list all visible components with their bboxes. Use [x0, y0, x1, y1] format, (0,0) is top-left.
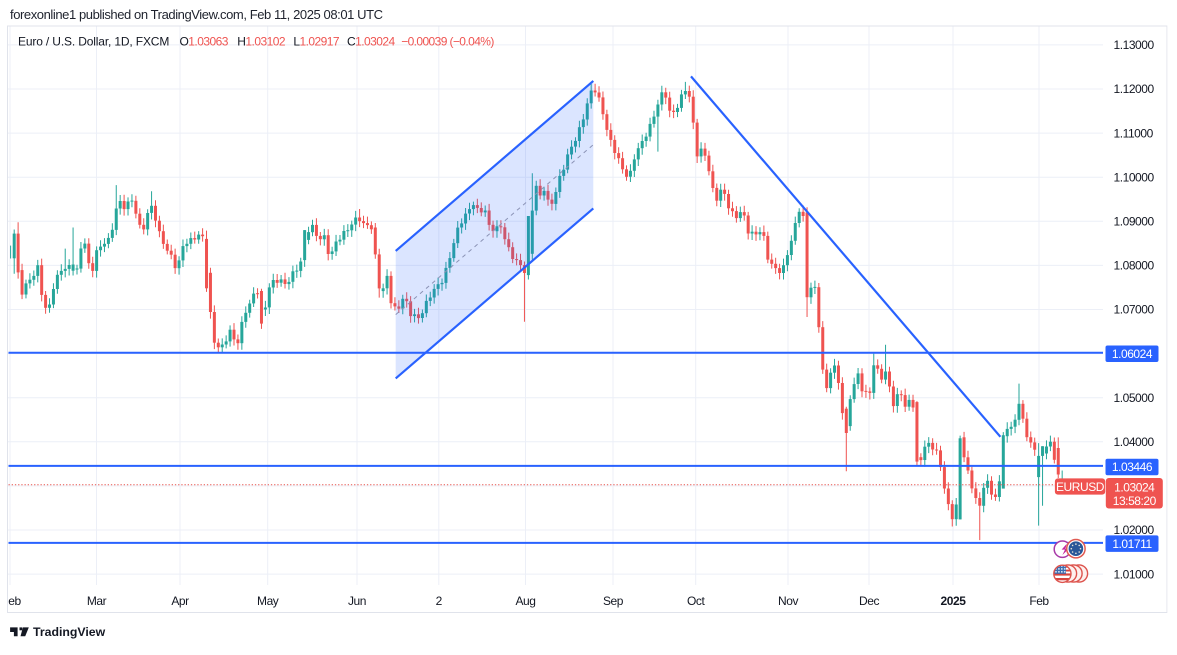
svg-text:Mar: Mar — [87, 594, 107, 608]
svg-text:Aug: Aug — [515, 594, 535, 608]
svg-text:Sep: Sep — [603, 594, 624, 608]
svg-text:1.05000: 1.05000 — [1114, 391, 1155, 405]
svg-text:Jun: Jun — [348, 594, 366, 608]
svg-text:1.12000: 1.12000 — [1114, 82, 1155, 96]
svg-text:Apr: Apr — [171, 594, 189, 608]
svg-text:Feb: Feb — [1029, 594, 1049, 608]
svg-text:2025: 2025 — [941, 594, 967, 608]
svg-text:Euro / U.S. Dollar, 1D, FXCM: Euro / U.S. Dollar, 1D, FXCM — [18, 34, 169, 48]
svg-text:eb: eb — [8, 594, 21, 608]
svg-text:1.02000: 1.02000 — [1114, 523, 1155, 537]
svg-text:O1.03063: O1.03063 — [180, 34, 229, 48]
svg-text:1.07000: 1.07000 — [1114, 303, 1155, 317]
svg-text:Oct: Oct — [687, 594, 705, 608]
svg-text:L1.02917: L1.02917 — [293, 34, 340, 48]
svg-text:−0.00039 (−0.04%): −0.00039 (−0.04%) — [401, 34, 494, 48]
svg-text:1.06024: 1.06024 — [1112, 347, 1153, 361]
svg-text:1.01711: 1.01711 — [1112, 537, 1152, 551]
svg-text:1.03446: 1.03446 — [1112, 460, 1153, 474]
svg-text:1.09000: 1.09000 — [1114, 215, 1155, 229]
svg-text:forexonline1 published on Trad: forexonline1 published on TradingView.co… — [10, 7, 383, 22]
svg-text:2: 2 — [436, 594, 443, 608]
svg-text:1.11000: 1.11000 — [1114, 126, 1154, 140]
svg-text:Nov: Nov — [778, 594, 798, 608]
svg-text:May: May — [257, 594, 279, 608]
svg-text:1.04000: 1.04000 — [1114, 435, 1155, 449]
svg-text:H1.03102: H1.03102 — [237, 34, 286, 48]
svg-text:TradingView: TradingView — [33, 625, 106, 639]
svg-text:1.01000: 1.01000 — [1114, 567, 1155, 581]
svg-text:Dec: Dec — [859, 594, 879, 608]
svg-text:1.08000: 1.08000 — [1114, 259, 1155, 273]
svg-text:13:58:20: 13:58:20 — [1113, 494, 1157, 508]
svg-text:1.10000: 1.10000 — [1114, 170, 1155, 184]
svg-text:1.03024: 1.03024 — [1114, 481, 1155, 495]
svg-text:EURUSD: EURUSD — [1056, 480, 1105, 494]
svg-text:C1.03024: C1.03024 — [347, 34, 396, 48]
svg-text:1.13000: 1.13000 — [1114, 38, 1155, 52]
